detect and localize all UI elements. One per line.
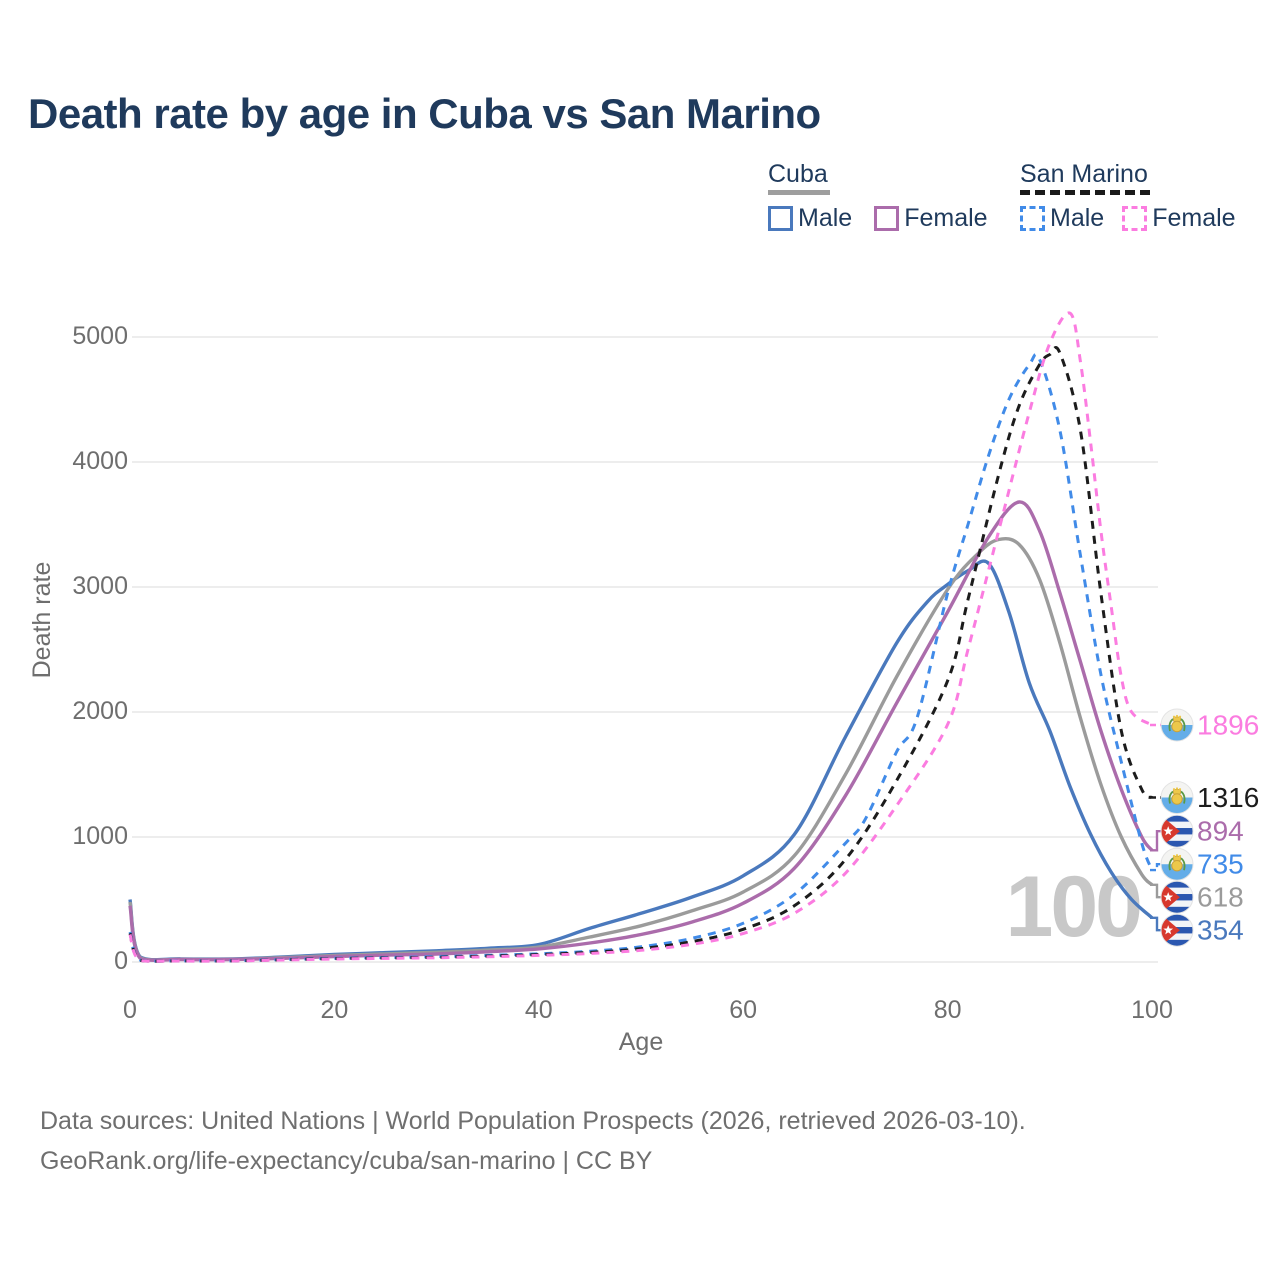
x-tick-label-40: 40 <box>524 996 553 1024</box>
y-tick-label-4000: 4000 <box>72 447 128 475</box>
data-sources-text: Data sources: United Nations | World Pop… <box>40 1107 1026 1135</box>
series-curve-san-marino-both-sexes- <box>128 346 1153 963</box>
series-curve-cuba-male <box>128 559 1154 962</box>
cuba-flag-icon <box>1160 913 1194 947</box>
y-tick-label-1000: 1000 <box>72 822 128 850</box>
cuba-flag-icon <box>1160 814 1194 848</box>
page-title: Death rate by age in Cuba vs San Marino <box>28 90 821 137</box>
legend-group-cuba: Cuba Male Female <box>768 160 988 233</box>
x-tick-label-80: 80 <box>933 996 962 1024</box>
attribution-text: GeoRank.org/life-expectancy/cuba/san-mar… <box>40 1147 653 1175</box>
end-connector-894 <box>1150 830 1161 852</box>
legend-item-cuba-male: Male <box>768 204 852 233</box>
end-connector-618 <box>1150 883 1161 899</box>
x-axis-title: Age <box>618 1028 664 1056</box>
san-marino-flag-icon <box>1160 847 1194 881</box>
series-curve-cuba-both-sexes- <box>128 536 1154 962</box>
san-marino-flag-icon <box>1160 781 1194 814</box>
end-connector-735 <box>1150 863 1161 872</box>
legend-item-cuba-female: Female <box>874 204 988 233</box>
series-curve-cuba-female <box>128 500 1154 962</box>
series-curve-san-marino-female <box>128 311 1153 963</box>
x-tick-label-60: 60 <box>729 996 758 1024</box>
end-value-label-735: 735 <box>1197 849 1244 880</box>
legend-label-san-marino-female: Female <box>1152 204 1236 232</box>
legend-label-cuba-male: Male <box>798 204 853 232</box>
san-marino-flag-icon <box>1160 708 1194 742</box>
y-tick-label-3000: 3000 <box>72 572 128 600</box>
x-tick-label-0: 0 <box>123 996 137 1024</box>
san-marino-female-swatch <box>1122 206 1148 231</box>
legend-label-cuba-female: Female <box>904 204 988 232</box>
end-value-label-1896: 1896 <box>1197 710 1259 741</box>
legend-label-san-marino-male: Male <box>1050 204 1105 232</box>
cuba-female-swatch <box>874 206 900 231</box>
legend: Cuba Male Female San Marino Male Female <box>0 160 1280 240</box>
y-tick-label-0: 0 <box>114 947 128 975</box>
y-tick-label-2000: 2000 <box>72 697 128 725</box>
legend-cuba-line-swatch <box>768 190 830 195</box>
y-tick-label-5000: 5000 <box>72 322 128 350</box>
end-value-label-1316: 1316 <box>1197 782 1259 813</box>
age-cursor-watermark: 100 <box>1005 859 1144 955</box>
end-value-label-354: 354 <box>1197 915 1244 946</box>
legend-item-san-marino-female: Female <box>1122 204 1236 233</box>
cuba-flag-icon <box>1160 880 1194 914</box>
x-tick-label-20: 20 <box>320 996 349 1024</box>
legend-country-cuba: Cuba <box>768 160 828 188</box>
series-curve-san-marino-male <box>128 352 1154 963</box>
san-marino-male-swatch <box>1020 206 1045 231</box>
end-value-label-894: 894 <box>1197 816 1244 847</box>
end-connector-354 <box>1150 916 1161 932</box>
y-axis-title: Death rate <box>28 561 56 679</box>
legend-group-san-marino: San Marino Male Female <box>1020 160 1236 233</box>
legend-san-marino-line-swatch <box>1020 190 1150 195</box>
end-value-label-618: 618 <box>1197 882 1244 913</box>
x-tick-label-100: 100 <box>1131 996 1173 1024</box>
legend-country-san-marino: San Marino <box>1020 160 1148 188</box>
legend-item-san-marino-male: Male <box>1020 204 1104 233</box>
cuba-male-swatch <box>768 206 793 231</box>
